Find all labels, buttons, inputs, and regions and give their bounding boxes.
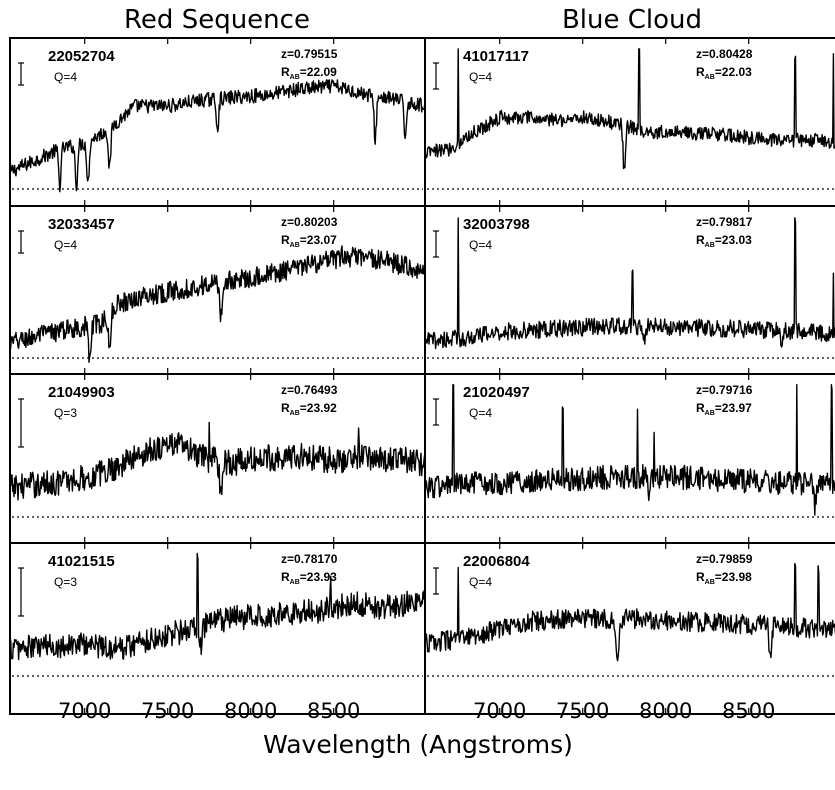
x-tick-label: 7000 <box>473 699 526 723</box>
quality-flag: Q=4 <box>54 238 77 252</box>
quality-flag: Q=4 <box>469 575 492 589</box>
object-id: 22006804 <box>463 553 530 570</box>
spectrum-panel-22006804: 22006804 Q=4 z=0.79859 RAB=23.98 <box>424 542 835 715</box>
spectrum-line <box>9 79 426 193</box>
column-title-blue-cloud: Blue Cloud <box>562 5 702 35</box>
spectrum-line <box>10 552 426 661</box>
spectrum-panel-21020497: 21020497 Q=4 z=0.79716 RAB=23.97 <box>424 373 835 544</box>
magnitude-value: =23.03 <box>715 233 752 247</box>
spectrum-panel-41017117: 41017117 Q=4 z=0.80428 RAB=22.03 <box>424 37 835 207</box>
magnitude-label: RAB=23.98 <box>696 570 752 586</box>
redshift-label: z=0.79817 <box>696 215 753 229</box>
quality-flag: Q=4 <box>469 70 492 84</box>
x-tick-label: 7000 <box>58 699 111 723</box>
x-tick-label: 8500 <box>307 699 360 723</box>
redshift-label: z=0.79716 <box>696 383 753 397</box>
magnitude-label: RAB=23.93 <box>281 570 337 586</box>
magnitude-subscript: AB <box>705 74 715 81</box>
quality-flag: Q=3 <box>54 575 77 589</box>
magnitude-label: RAB=23.07 <box>281 233 337 249</box>
redshift-label: z=0.80203 <box>281 215 338 229</box>
object-id: 32033457 <box>48 216 115 233</box>
x-tick-label: 8000 <box>224 699 277 723</box>
magnitude-value: =23.97 <box>715 401 752 415</box>
quality-flag: Q=3 <box>54 406 77 420</box>
magnitude-subscript: AB <box>290 242 300 249</box>
magnitude-label: RAB=23.97 <box>696 401 752 417</box>
spectrum-line <box>9 421 426 501</box>
panel-grid: 22052704 Q=4 z=0.79515 RAB=22.09 32033457 Q=4… <box>9 37 835 715</box>
spectrum-line <box>424 563 835 662</box>
object-id: 32003798 <box>463 216 530 233</box>
object-id: 41017117 <box>463 48 529 65</box>
object-id: 21049903 <box>48 384 115 401</box>
magnitude-subscript: AB <box>705 579 715 586</box>
magnitude-value: =23.92 <box>300 401 337 415</box>
spectrum-panel-22052704: 22052704 Q=4 z=0.79515 RAB=22.09 <box>9 37 426 207</box>
quality-flag: Q=4 <box>469 238 492 252</box>
column-title-red-sequence: Red Sequence <box>124 5 310 35</box>
spectrum-panel-32003798: 32003798 Q=4 z=0.79817 RAB=23.03 <box>424 205 835 375</box>
magnitude-label: RAB=23.92 <box>281 401 337 417</box>
magnitude-value: =23.07 <box>300 233 337 247</box>
object-id: 21020497 <box>463 384 530 401</box>
panel-frame <box>424 542 835 715</box>
magnitude-value: =22.03 <box>715 65 752 79</box>
x-tick-label: 7500 <box>556 699 609 723</box>
spectrum-line <box>424 48 835 170</box>
magnitude-subscript: AB <box>705 242 715 249</box>
magnitude-label: RAB=22.03 <box>696 65 752 81</box>
magnitude-value: =23.93 <box>300 570 337 584</box>
quality-flag: Q=4 <box>54 70 77 84</box>
magnitude-subscript: AB <box>290 410 300 417</box>
magnitude-subscript: AB <box>705 410 715 417</box>
spectrum-panel-32033457: 32033457 Q=4 z=0.80203 RAB=23.07 <box>9 205 426 375</box>
spectrum-line <box>424 217 835 350</box>
redshift-label: z=0.80428 <box>696 47 753 61</box>
x-tick-label: 8000 <box>639 699 692 723</box>
magnitude-label: RAB=22.09 <box>281 65 337 81</box>
magnitude-subscript: AB <box>290 74 300 81</box>
magnitude-value: =23.98 <box>715 570 752 584</box>
x-tick-label: 7500 <box>141 699 194 723</box>
x-tick-label: 8500 <box>722 699 775 723</box>
magnitude-subscript: AB <box>290 579 300 586</box>
redshift-label: z=0.79515 <box>281 47 338 61</box>
magnitude-label: RAB=23.03 <box>696 233 752 249</box>
spectrum-panel-41021515: 41021515 Q=3 z=0.78170 RAB=23.93 <box>9 542 426 715</box>
spectrum-panel-21049903: 21049903 Q=3 z=0.76493 RAB=23.92 <box>9 373 426 544</box>
object-id: 22052704 <box>48 48 115 65</box>
x-axis-label: Wavelength (Angstroms) <box>263 730 573 759</box>
spectrum-line <box>9 245 426 363</box>
redshift-label: z=0.78170 <box>281 552 338 566</box>
x-axis: 7000 7500 8000 8500 7000 7500 8000 8500 <box>58 699 775 723</box>
redshift-label: z=0.79859 <box>696 552 753 566</box>
object-id: 41021515 <box>48 553 115 570</box>
redshift-label: z=0.76493 <box>281 383 338 397</box>
quality-flag: Q=4 <box>469 406 492 420</box>
spectrum-line <box>424 384 835 516</box>
magnitude-value: =22.09 <box>300 65 337 79</box>
